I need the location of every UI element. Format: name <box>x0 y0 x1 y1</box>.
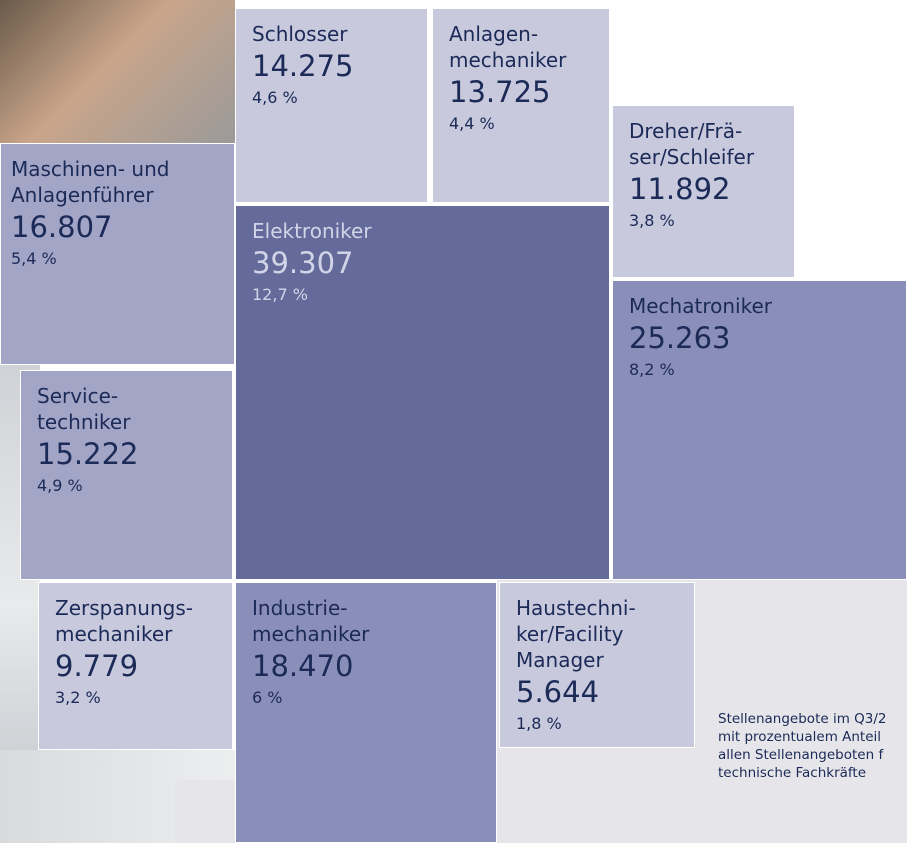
tile-label: techniker <box>37 409 218 435</box>
tile-share: 4,9 % <box>37 473 218 499</box>
tile-label: Elektroniker <box>252 218 595 244</box>
tile-value: 16.807 <box>11 208 220 246</box>
tile-label: Mechatroniker <box>629 293 892 319</box>
tile-label: Anlagenführer <box>11 182 220 208</box>
tile-label: Schlosser <box>252 21 413 47</box>
tile-value: 13.725 <box>449 73 595 111</box>
caption-line: mit prozentualem Anteil <box>718 728 887 746</box>
page: Schlosser14.2754,6 %Anlagen-mechaniker13… <box>0 0 907 843</box>
tile-label: Haustechni- <box>516 595 680 621</box>
tile-share: 8,2 % <box>629 357 892 383</box>
tile-label: mechaniker <box>55 621 218 647</box>
tile-share: 4,4 % <box>449 111 595 137</box>
tile-value: 11.892 <box>629 170 780 208</box>
tile-label: ker/Facility <box>516 621 680 647</box>
tile-label: Maschinen- und <box>11 156 220 182</box>
tile-label: Industrie- <box>252 595 482 621</box>
tile-label: Anlagen- <box>449 21 595 47</box>
tile-share: 5,4 % <box>11 246 220 272</box>
tile-value: 14.275 <box>252 47 413 85</box>
caption-line: allen Stellenangeboten f <box>718 746 887 764</box>
tile-value: 39.307 <box>252 244 595 282</box>
tile-value: 18.470 <box>252 647 482 685</box>
tile-value: 15.222 <box>37 435 218 473</box>
tile-label: Manager <box>516 647 680 673</box>
tile-label: Service- <box>37 383 218 409</box>
tile-value: 25.263 <box>629 319 892 357</box>
tile-label: Dreher/Frä- <box>629 118 780 144</box>
tile-share: 1,8 % <box>516 711 680 737</box>
tile-label: mechaniker <box>449 47 595 73</box>
tile-label: ser/Schleifer <box>629 144 780 170</box>
caption-line: technische Fachkräfte <box>718 764 887 782</box>
tile-share: 6 % <box>252 685 482 711</box>
tile-share: 3,2 % <box>55 685 218 711</box>
tile-value: 5.644 <box>516 673 680 711</box>
tile-share: 4,6 % <box>252 85 413 111</box>
tile-share: 12,7 % <box>252 282 595 308</box>
tile-label: Zerspanungs- <box>55 595 218 621</box>
tile-value: 9.779 <box>55 647 218 685</box>
tile-label: mechaniker <box>252 621 482 647</box>
caption-line: Stellenangebote im Q3/2 <box>718 710 887 728</box>
tile-share: 3,8 % <box>629 208 780 234</box>
photo-top <box>0 0 235 145</box>
